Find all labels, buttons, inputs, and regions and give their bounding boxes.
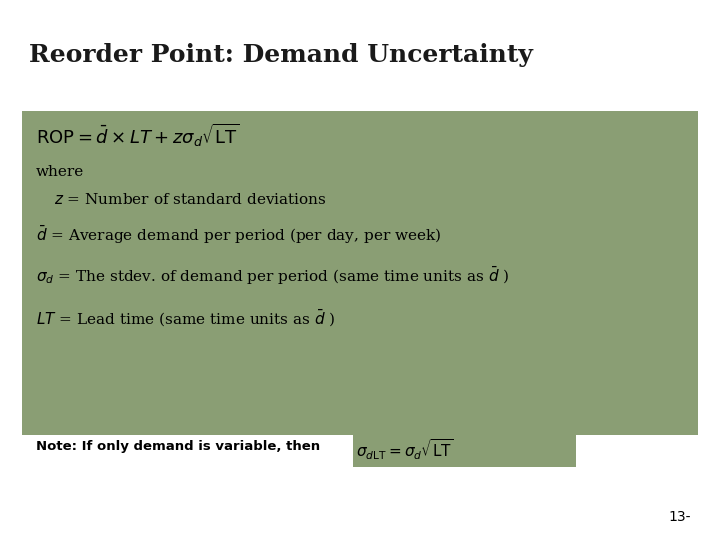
Text: $\sigma_{d\mathrm{LT}} = \sigma_d\sqrt{\mathrm{LT}}$: $\sigma_{d\mathrm{LT}} = \sigma_d\sqrt{\… <box>356 437 454 462</box>
Text: 13-: 13- <box>669 510 691 524</box>
Text: $\bar{d}$ = Average demand per period (per day, per week): $\bar{d}$ = Average demand per period (p… <box>36 224 441 246</box>
Text: where: where <box>36 165 84 179</box>
Text: Note: If only demand is variable, then: Note: If only demand is variable, then <box>36 440 320 453</box>
FancyBboxPatch shape <box>22 111 698 435</box>
Text: $\sigma_d$ = The stdev. of demand per period (same time units as $\bar{d}$ ): $\sigma_d$ = The stdev. of demand per pe… <box>36 265 509 287</box>
Text: $\mathrm{ROP} = \bar{d} \times LT + z\sigma_d\sqrt{\mathrm{LT}}$: $\mathrm{ROP} = \bar{d} \times LT + z\si… <box>36 122 240 148</box>
FancyBboxPatch shape <box>353 432 576 467</box>
Text: $z$ = Number of standard deviations: $z$ = Number of standard deviations <box>54 192 327 207</box>
Text: Reorder Point: Demand Uncertainty: Reorder Point: Demand Uncertainty <box>29 43 533 67</box>
Text: $LT$ = Lead time (same time units as $\bar{d}$ ): $LT$ = Lead time (same time units as $\b… <box>36 307 336 328</box>
